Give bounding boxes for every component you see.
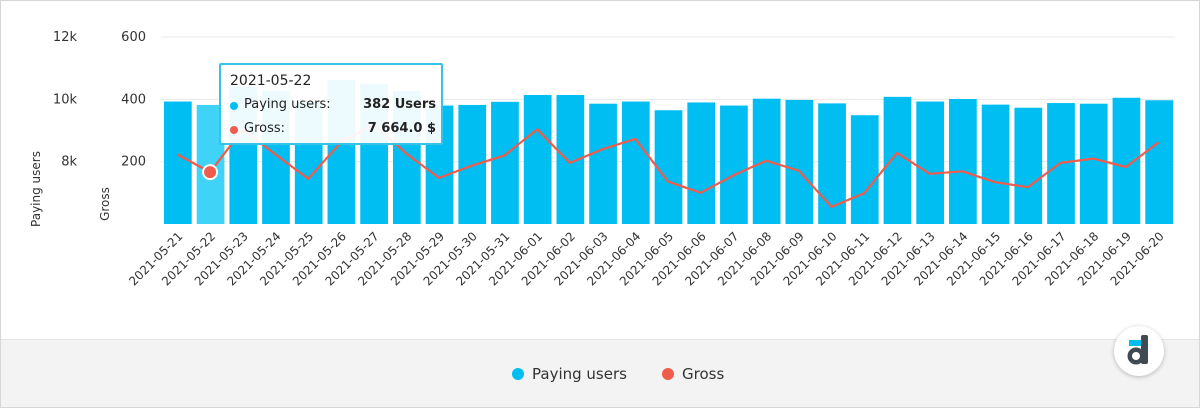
y-tick-label-gross: 12k [53, 30, 78, 45]
bar-paying-users-2021-06-19 [1112, 97, 1141, 224]
bar-paying-users-2021-06-16 [1014, 107, 1043, 224]
legend-label-paying-users: Paying users [532, 365, 627, 383]
bar-paying-users-2021-06-15 [981, 104, 1010, 224]
bar-paying-users-2021-06-11 [850, 115, 879, 224]
bar-paying-users-2021-06-12 [883, 96, 912, 224]
bar-paying-users-2021-06-20 [1145, 100, 1173, 224]
legend-item-paying-users[interactable]: Paying users [512, 365, 627, 383]
tooltip-row-paying: Paying users: 382 Users [230, 97, 436, 115]
y-axis-title-paying-users: Paying users [29, 151, 43, 227]
tooltip-row-gross: Gross: 7 664.0 $ [230, 121, 436, 139]
bar-paying-users-2021-05-31 [491, 101, 519, 224]
y-tick-label-paying-users: 200 [121, 155, 146, 170]
y-tick-label-paying-users: 400 [121, 92, 146, 107]
y-tick-label-gross: 8k [61, 155, 77, 170]
y-axis-title-gross: Gross [98, 187, 112, 221]
chart-tooltip: 2021-05-22 Paying users: 382 Users Gross… [219, 63, 443, 145]
devtodev-logo-icon [1114, 326, 1164, 376]
paying-users-legend-dot-icon [512, 368, 524, 380]
bar-paying-users-2021-06-04 [621, 101, 650, 224]
paying-users-dot-icon [230, 102, 238, 110]
bar-paying-users-2021-06-07 [720, 105, 748, 224]
legend-item-gross[interactable]: Gross [662, 365, 724, 383]
tooltip-gross-label: Gross: [244, 121, 286, 136]
bar-paying-users-2021-06-03 [589, 103, 617, 224]
y-tick-label-paying-users: 600 [121, 30, 146, 45]
tooltip-paying-label: Paying users: [244, 97, 331, 112]
bar-paying-users-2021-06-05 [654, 110, 683, 224]
combo-chart: 600 400 200 12k 10k 8k Paying users Gross 2021-0… [29, 30, 1175, 288]
tooltip-gross-value: 7 664.0 $ [367, 121, 436, 136]
bar-paying-users-2021-06-01 [523, 94, 552, 224]
bar-paying-users-2021-06-09 [785, 99, 814, 224]
gross-dot-icon [230, 126, 238, 134]
bar-paying-users-2021-06-06 [687, 102, 716, 224]
legend-bar: Paying users Gross [1, 339, 1199, 407]
legend-label-gross: Gross [682, 365, 725, 383]
y-tick-label-gross: 10k [53, 92, 78, 107]
gross-legend-dot-icon [662, 368, 674, 380]
bar-paying-users-2021-05-21 [164, 101, 192, 224]
tooltip-date: 2021-05-22 [230, 73, 312, 89]
bar-paying-users-2021-06-14 [949, 99, 977, 224]
tooltip-paying-value: 382 Users [363, 97, 436, 112]
bar-paying-users-2021-06-13 [916, 101, 945, 224]
bar-paying-users-2021-06-18 [1079, 103, 1108, 224]
gross-hover-point [202, 164, 219, 181]
